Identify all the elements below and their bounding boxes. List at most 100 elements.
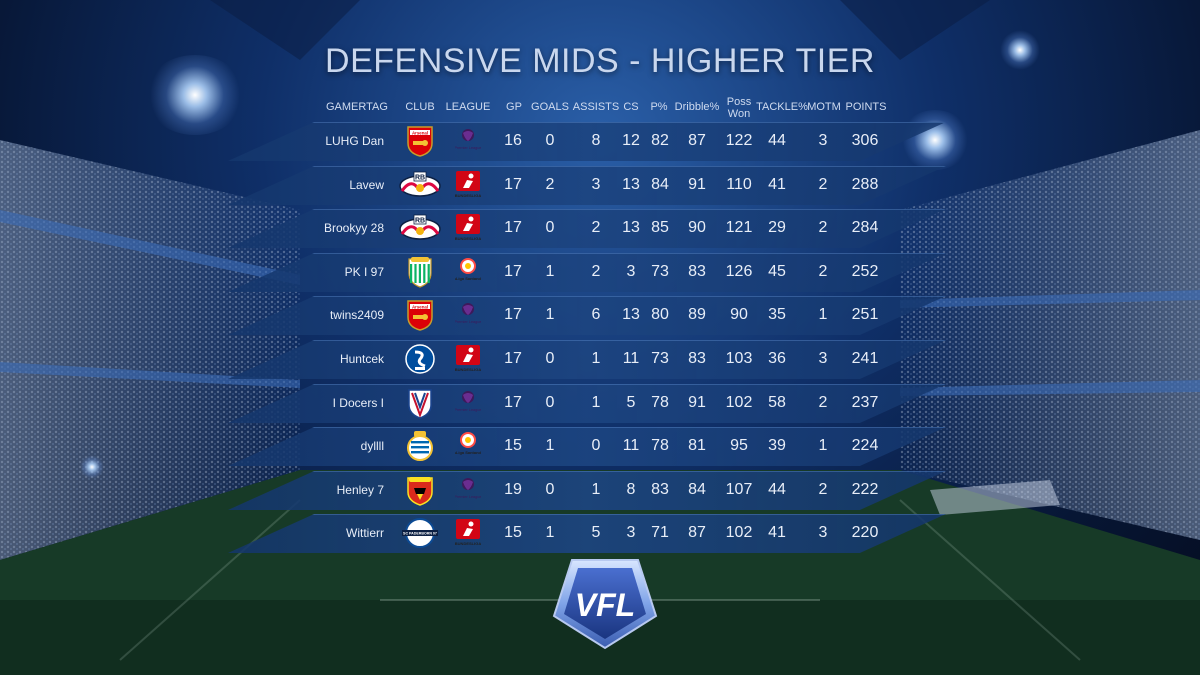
poss-cell: 90 [730, 306, 748, 323]
poss-cell: 126 [725, 263, 753, 280]
cs-cell: 8 [626, 481, 636, 498]
dribble-cell: 83 [688, 350, 706, 367]
poss-cell: 102 [725, 394, 753, 411]
points-cell: 284 [851, 219, 879, 236]
svg-text:BUNDESLIGA: BUNDESLIGA [455, 236, 481, 241]
gp-cell: 17 [504, 176, 522, 193]
cs-cell: 13 [622, 176, 640, 193]
gamertag-cell: Henley 7 [336, 483, 384, 497]
pass-cell: 73 [651, 350, 669, 367]
arsenal-crest: Arsenal [407, 126, 433, 157]
svg-text:LaLiga Santander: LaLiga Santander [455, 450, 481, 455]
tackle-cell: 58 [768, 394, 786, 411]
tackle-cell: 44 [768, 481, 786, 498]
poss-cell: 110 [726, 176, 752, 193]
goals-cell: 1 [545, 306, 555, 323]
bundesliga-logo: BUNDESLIGA [455, 171, 481, 198]
pass-cell: 71 [651, 524, 669, 541]
club-cell [405, 387, 435, 419]
laliga-logo: LaLiga Santander [451, 258, 485, 281]
premier-league-logo: Premier League [454, 478, 482, 499]
tackle-cell: 35 [768, 306, 786, 323]
points-cell: 288 [851, 176, 879, 193]
tackle-cell: 41 [768, 524, 786, 541]
cs-cell: 12 [622, 132, 640, 149]
league-cell: Premier League [454, 300, 482, 330]
dribble-cell: 87 [688, 524, 706, 541]
tackle-cell: 29 [768, 219, 786, 236]
league-cell: LaLiga Santander [451, 257, 485, 287]
assists-cell: 2 [591, 219, 601, 236]
goals-cell: 0 [545, 219, 555, 236]
motm-cell: 2 [818, 263, 828, 280]
club-cell: Arsenal [405, 125, 435, 157]
tackle-cell: 36 [768, 350, 786, 367]
header-poss-won: Poss Won [722, 96, 756, 120]
assists-cell: 8 [591, 132, 601, 149]
header-club: CLUB [405, 101, 435, 113]
club-cell: RB [398, 169, 442, 201]
goals-cell: 1 [545, 263, 555, 280]
goals-cell: 1 [545, 437, 555, 454]
header-assists: ASSISTS [572, 101, 620, 113]
league-cell: Premier League [454, 126, 482, 156]
poss-cell: 95 [730, 437, 748, 454]
tackle-cell: 44 [768, 132, 786, 149]
gp-cell: 15 [504, 437, 522, 454]
table-row [228, 427, 946, 466]
header-poss-line1: Poss [726, 96, 752, 108]
table-row [228, 166, 946, 205]
header-cs: CS [623, 101, 639, 113]
svg-text:Premier League: Premier League [455, 408, 481, 412]
motm-cell: 3 [818, 132, 828, 149]
gamertag-cell: LUHG Dan [325, 134, 384, 148]
bundesliga-logo: BUNDESLIGA [455, 214, 481, 241]
assists-cell: 5 [591, 524, 601, 541]
arsenal-crest: Arsenal [407, 300, 433, 331]
svg-text:Premier League: Premier League [455, 320, 481, 324]
assists-cell: 1 [591, 481, 601, 498]
header-poss-line2: Won [727, 108, 751, 120]
premier-league-logo: Premier League [454, 129, 482, 150]
tackle-cell: 45 [768, 263, 786, 280]
table-row [228, 471, 946, 510]
svg-text:RB: RB [415, 218, 425, 225]
dribble-cell: 87 [688, 132, 706, 149]
table-row [228, 209, 946, 248]
poss-cell: 103 [725, 350, 753, 367]
schalke-crest [405, 344, 435, 374]
league-cell: LaLiga Santander [451, 431, 485, 461]
gp-cell: 16 [504, 132, 522, 149]
dribble-cell: 89 [688, 306, 706, 323]
assists-cell: 1 [591, 350, 601, 367]
cs-cell: 3 [626, 524, 636, 541]
goals-cell: 0 [545, 394, 555, 411]
dribble-cell: 84 [688, 481, 706, 498]
svg-text:SC PADERBORN 07: SC PADERBORN 07 [403, 532, 437, 536]
cs-cell: 11 [622, 350, 640, 367]
header-gamertag: GAMERTAG [326, 101, 388, 113]
league-cell: BUNDESLIGA [455, 344, 481, 374]
points-cell: 224 [851, 437, 879, 454]
tackle-cell: 41 [768, 176, 786, 193]
league-cell: BUNDESLIGA [455, 518, 481, 548]
svg-text:Arsenal: Arsenal [412, 304, 428, 309]
svg-text:BUNDESLIGA: BUNDESLIGA [455, 541, 481, 546]
gp-cell: 15 [504, 524, 522, 541]
club-cell [405, 474, 435, 506]
svg-text:BUNDESLIGA: BUNDESLIGA [455, 367, 481, 372]
gamertag-cell: twins2409 [329, 308, 384, 322]
goals-cell: 0 [545, 350, 555, 367]
assists-cell: 0 [591, 437, 601, 454]
motm-cell: 3 [818, 350, 828, 367]
laliga-logo: LaLiga Santander [451, 432, 485, 455]
cs-cell: 11 [622, 437, 640, 454]
svg-text:BUNDESLIGA: BUNDESLIGA [455, 193, 481, 198]
poss-cell: 102 [725, 524, 753, 541]
assists-cell: 1 [591, 394, 601, 411]
man-united-crest [407, 477, 433, 506]
real-betis-crest [408, 257, 432, 288]
dribble-cell: 90 [688, 219, 706, 236]
table-row [228, 253, 946, 292]
poss-cell: 121 [725, 219, 753, 236]
